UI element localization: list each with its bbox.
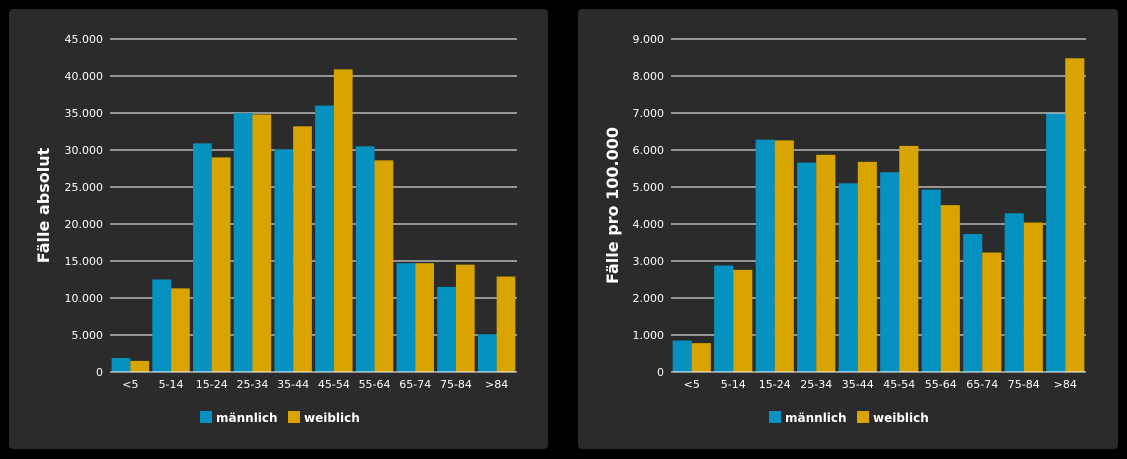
y-tick-label: 15.000: [65, 255, 104, 268]
x-tick-label: 5-14: [159, 378, 184, 391]
bar-maennlich[interactable]: [838, 183, 858, 372]
legend-swatch: [288, 411, 300, 423]
x-tick-label: 35-44: [842, 378, 874, 391]
bar-weiblich[interactable]: [252, 114, 272, 372]
legend-item-weiblich[interactable]: weiblich: [288, 411, 360, 425]
bar-weiblich[interactable]: [982, 252, 1002, 372]
x-tick-label: >84: [485, 378, 508, 391]
chart-panel-per-100k: 0 1.000 2.000 3.000 4.000 5.000 6.000 7.000 8.00…: [578, 9, 1118, 449]
bar-weiblich[interactable]: [374, 160, 394, 372]
y-tick-label: 20.000: [65, 218, 104, 231]
bar-maennlich[interactable]: [797, 162, 817, 372]
bar-weiblich[interactable]: [171, 288, 190, 372]
chart-absolute: 0 5.000 10.000 15.000 20.000 25.000 30.000 35.0…: [34, 33, 517, 425]
legend-item-weiblich[interactable]: weiblich: [857, 411, 929, 425]
bar-weiblich[interactable]: [940, 205, 960, 372]
y-axis-title: Fälle pro 100.000: [603, 127, 622, 284]
y-tick-label: 4.000: [633, 218, 665, 231]
bar-weiblich[interactable]: [293, 126, 312, 372]
bar-weiblich[interactable]: [455, 264, 475, 372]
y-tick-label: 30.000: [65, 144, 104, 157]
bar-maennlich[interactable]: [355, 146, 375, 372]
bar-weiblich[interactable]: [415, 263, 434, 372]
legend-label: männlich: [785, 411, 847, 425]
y-tick-label: 7.000: [633, 107, 665, 120]
bar-maennlich[interactable]: [963, 233, 983, 372]
y-tick-label: 40.000: [65, 70, 104, 83]
y-tick-label: 6.000: [633, 144, 665, 157]
bar-weiblich[interactable]: [816, 154, 836, 372]
y-tick-label: 5.000: [72, 329, 104, 342]
bar-maennlich[interactable]: [755, 139, 775, 372]
bar-weiblich[interactable]: [733, 269, 753, 372]
y-tick-label: 3.000: [633, 255, 665, 268]
bar-weiblich[interactable]: [130, 360, 150, 372]
legend-swatch: [857, 411, 869, 423]
x-tick-label: 45-54: [883, 378, 915, 391]
legend-label: weiblich: [873, 411, 929, 425]
y-tick-label: 10.000: [65, 292, 104, 305]
x-tick-label: 25-34: [800, 378, 832, 391]
bar-maennlich[interactable]: [1004, 213, 1024, 372]
y-tick-label: 0: [657, 366, 664, 379]
x-tick-label: 65-74: [399, 378, 431, 391]
y-tick-label: 0: [96, 366, 103, 379]
legend-item-maennlich[interactable]: männlich: [769, 411, 847, 425]
y-tick-label: 9.000: [633, 33, 665, 46]
x-tick-label: 25-34: [236, 378, 268, 391]
legend-label: männlich: [216, 411, 278, 425]
bar-maennlich[interactable]: [396, 263, 416, 372]
x-tick-label: 55-64: [925, 378, 957, 391]
x-tick-label: 65-74: [966, 378, 998, 391]
bar-maennlich[interactable]: [437, 286, 456, 372]
bar-weiblich[interactable]: [333, 69, 353, 372]
bar-weiblich[interactable]: [899, 145, 919, 372]
bar-maennlich[interactable]: [233, 113, 253, 372]
bar-maennlich[interactable]: [274, 149, 294, 372]
legend-swatch: [200, 411, 212, 423]
legend-swatch: [769, 411, 781, 423]
x-tick-label: 35-44: [277, 378, 309, 391]
y-tick-label: 2.000: [633, 292, 665, 305]
bar-maennlich[interactable]: [1046, 113, 1066, 373]
y-tick-label: 45.000: [65, 33, 104, 46]
x-tick-label: 55-64: [359, 378, 391, 391]
y-tick-label: 25.000: [65, 181, 104, 194]
y-axis-title: Fälle absolut: [34, 147, 53, 263]
bar-weiblich[interactable]: [857, 161, 877, 372]
bar-maennlich[interactable]: [315, 105, 334, 372]
x-tick-label: 15-24: [759, 378, 791, 391]
bar-maennlich[interactable]: [193, 143, 212, 372]
bar-weiblich[interactable]: [211, 157, 231, 372]
x-tick-label: 45-54: [318, 378, 350, 391]
bar-weiblich[interactable]: [496, 276, 516, 372]
x-tick-label: 75-84: [1008, 378, 1040, 391]
bar-weiblich[interactable]: [691, 343, 711, 372]
bar-maennlich[interactable]: [921, 189, 941, 372]
bar-weiblich[interactable]: [774, 140, 794, 372]
bar-maennlich[interactable]: [477, 334, 497, 372]
chart-per-100k: 0 1.000 2.000 3.000 4.000 5.000 6.000 7.000 8.00…: [603, 33, 1086, 425]
x-tick-label: <5: [122, 378, 138, 391]
bar-maennlich[interactable]: [111, 357, 131, 372]
bar-weiblich[interactable]: [1065, 58, 1085, 373]
y-tick-label: 8.000: [633, 70, 665, 83]
bar-maennlich[interactable]: [880, 172, 900, 372]
y-tick-label: 35.000: [65, 107, 104, 120]
bar-maennlich[interactable]: [714, 265, 734, 372]
bar-weiblich[interactable]: [1023, 222, 1043, 372]
x-tick-label: 15-24: [196, 378, 228, 391]
x-tick-label: <5: [684, 378, 700, 391]
chart-panel-absolute: 0 5.000 10.000 15.000 20.000 25.000 30.000 35.0…: [9, 9, 548, 449]
legend-item-maennlich[interactable]: männlich: [200, 411, 278, 425]
bar-maennlich[interactable]: [152, 279, 172, 373]
x-tick-label: 5-14: [721, 378, 746, 391]
x-tick-label: 75-84: [440, 378, 472, 391]
legend-label: weiblich: [304, 411, 360, 425]
bar-maennlich[interactable]: [672, 340, 692, 372]
x-tick-label: >84: [1054, 378, 1077, 391]
y-tick-label: 1.000: [633, 329, 665, 342]
y-tick-label: 5.000: [633, 181, 665, 194]
